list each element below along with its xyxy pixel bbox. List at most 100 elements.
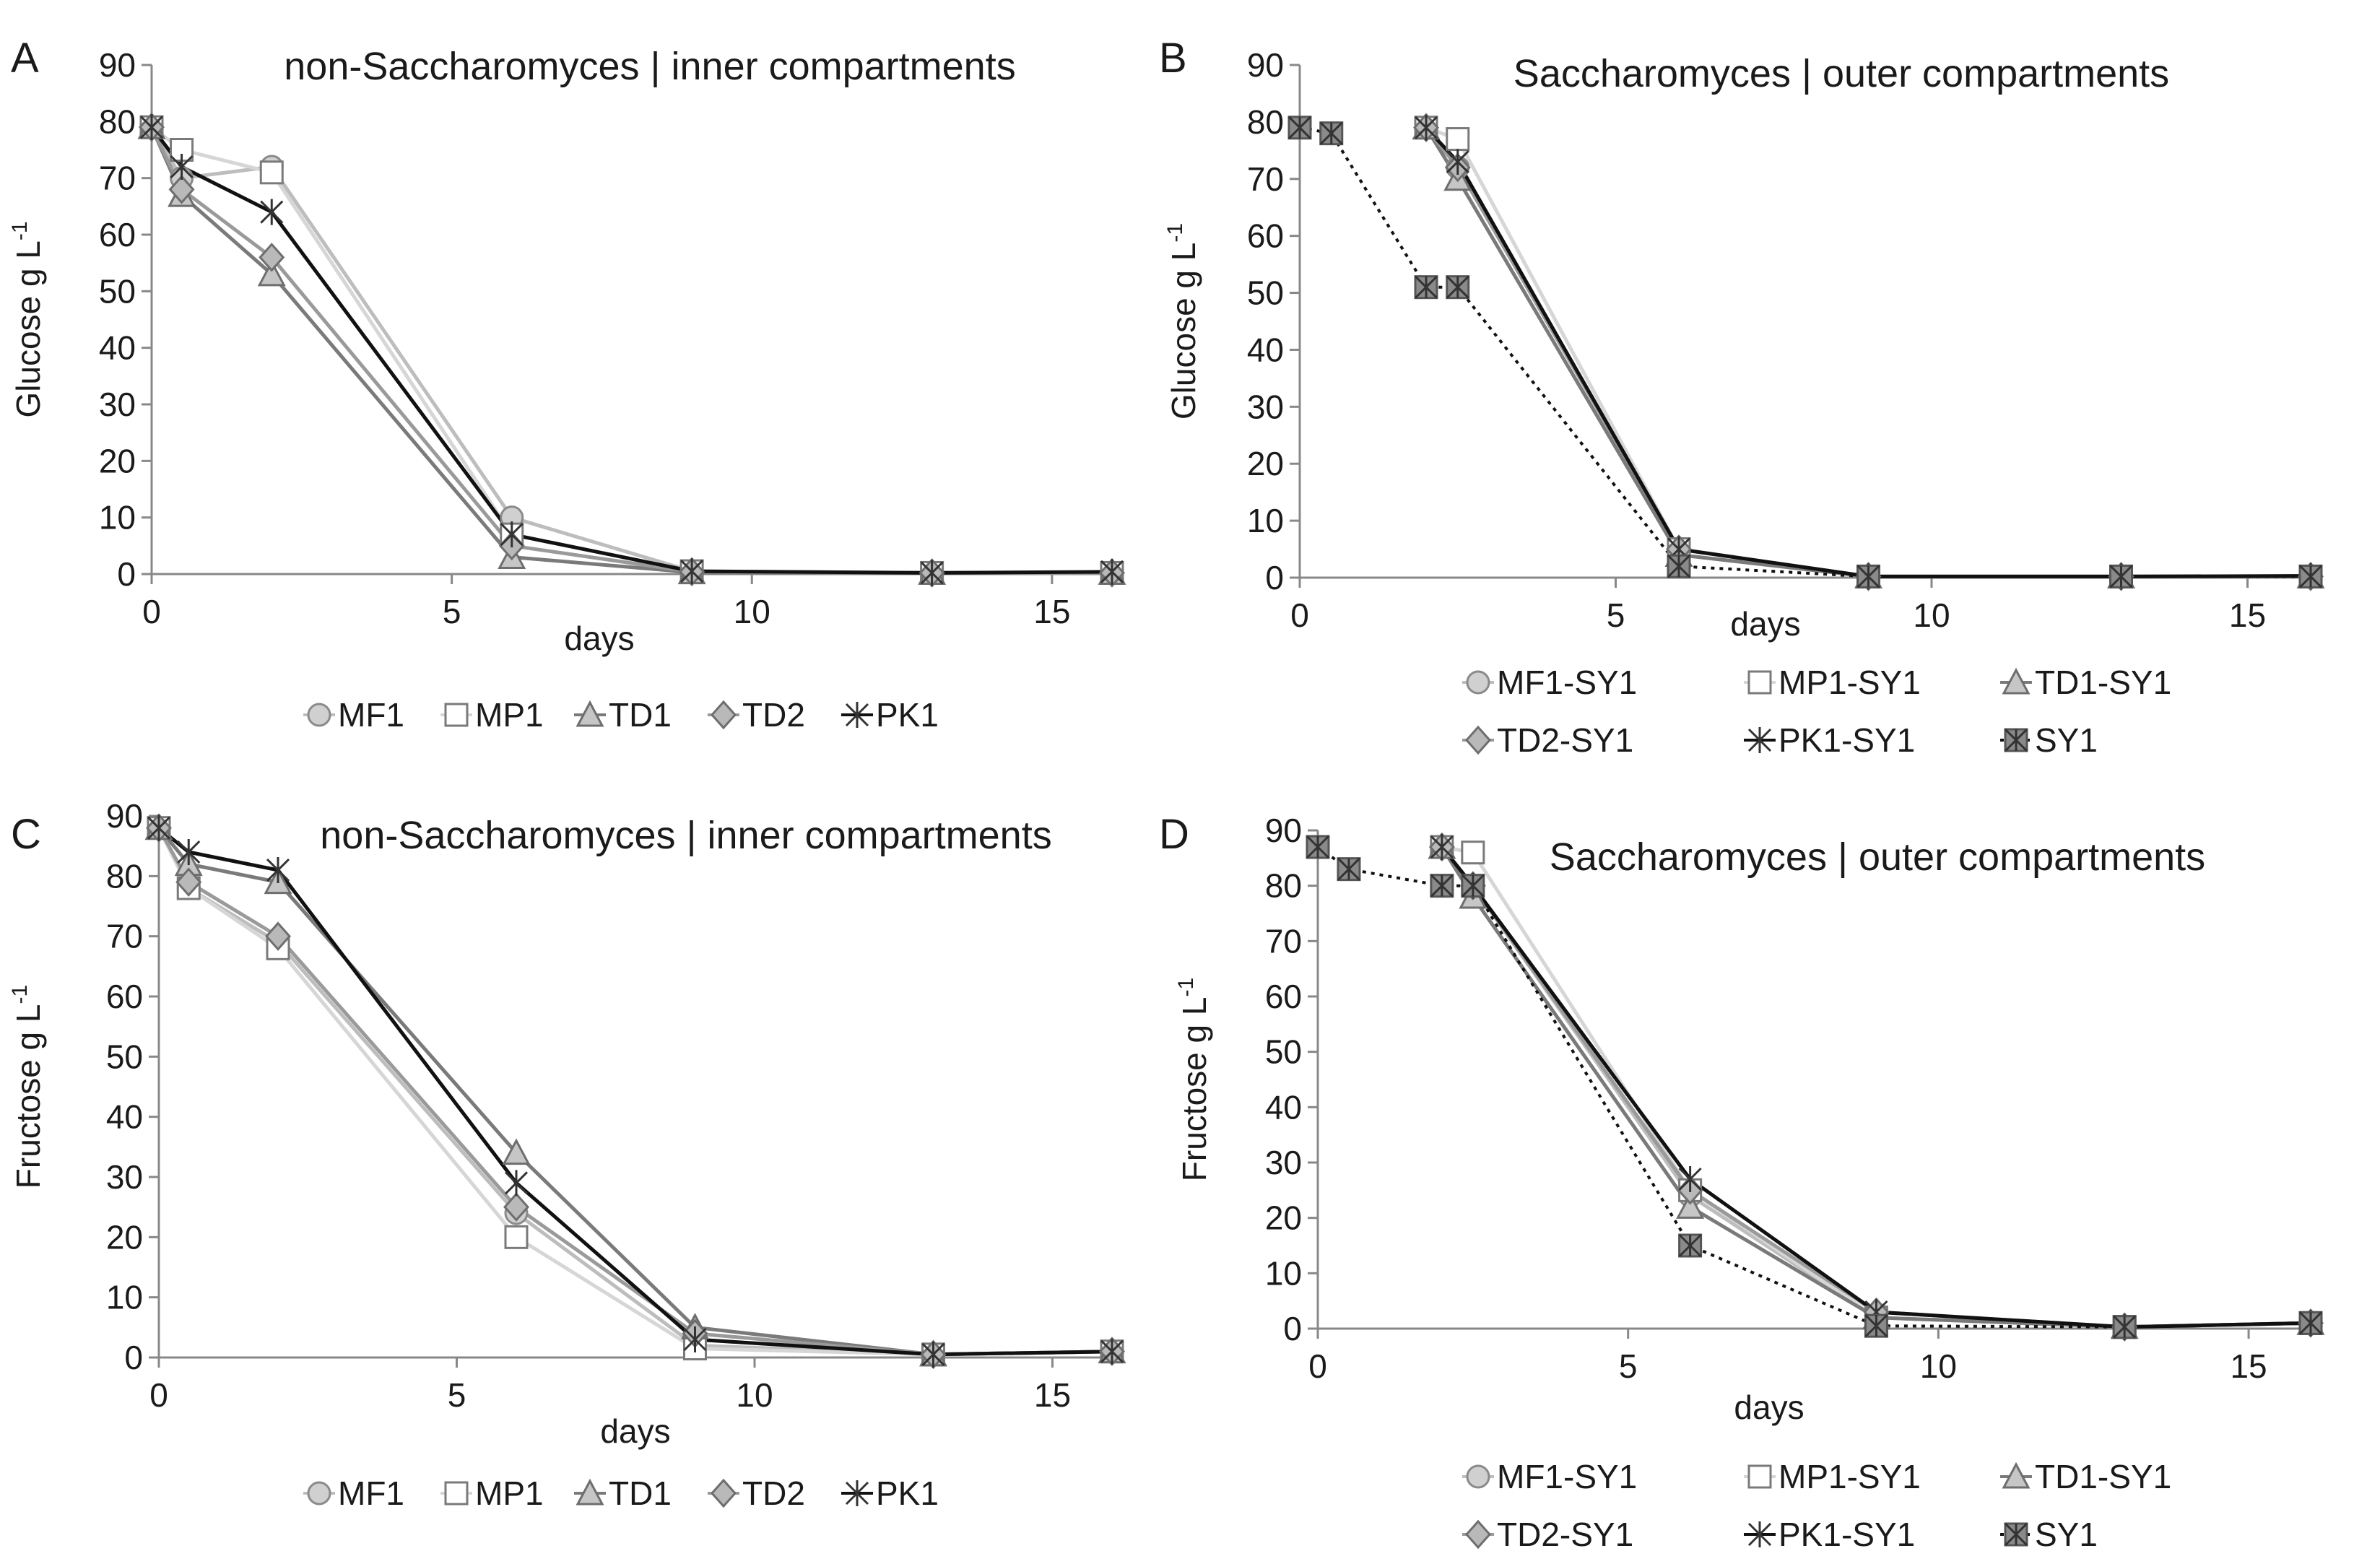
legend-label: SY1 [2035,1516,2098,1553]
y-tick-label: 20 [106,1218,143,1256]
point-TD2 [503,1192,530,1222]
x-tick-label: 15 [2230,1347,2267,1385]
x-tick-label: 15 [2229,596,2266,634]
point-SY1 [1319,121,1344,146]
legend-item-MP1-SY1: MP1-SY1 [1744,1458,1921,1495]
point-TD2 [264,921,292,951]
legend-marker-MF1 [307,703,331,727]
y-axis-label: Glucose g L-1 [8,221,47,417]
y-axis-label: Fructose g L-1 [8,985,47,1189]
legend-item-TD2-SY1: TD2-SY1 [1462,1516,1633,1553]
point-SY1 [1678,1233,1703,1258]
y-tick-label: 60 [1247,217,1284,255]
point-PK1 [500,521,524,548]
legend-marker-MP1-SY1 [1747,1464,1772,1489]
point-MP1-SY1 [1446,127,1470,152]
point-SY1 [1461,874,1485,898]
point-PK1-SY1 [1446,149,1469,175]
y-tick-label: 90 [106,797,143,835]
y-tick-label: 40 [1247,331,1284,368]
legend-marker-MF1-SY1 [1466,670,1490,695]
y-tick-label: 30 [1265,1144,1302,1181]
y-tick-label: 10 [1247,502,1284,539]
y-tick-label: 10 [106,1279,143,1316]
legend-marker-TD2-SY1 [1464,725,1492,755]
point-PK1-SY1 [1430,834,1454,860]
legend-marker-TD1-SY1 [2002,667,2031,695]
point-PK1 [260,199,284,225]
x-axis-label: days [600,1412,670,1450]
legend-item-TD1: TD1 [574,1474,672,1512]
y-tick-label: 80 [106,857,143,895]
series-line-PK1-SY1 [1440,846,2311,1329]
legend-label: PK1-SY1 [1779,1516,1915,1553]
y-tick-label: 90 [99,46,136,84]
panel-label: A [11,35,39,82]
point-MP1 [259,160,284,185]
point-SY1 [1306,835,1330,859]
series-line-MP1-SY1 [1441,845,2311,1329]
legend-marker-SY1 [2004,1522,2028,1547]
point-SY1 [1864,1313,1888,1338]
y-tick-label: 0 [117,555,136,593]
legend-label: PK1 [876,696,939,734]
y-tick-label: 20 [99,442,136,479]
legend-label: PK1-SY1 [1779,721,1915,759]
x-tick-label: 0 [1290,596,1309,634]
point-SY1 [1414,275,1438,300]
y-tick-label: 40 [106,1098,143,1136]
point-TD1-SY1 [1676,1192,1705,1219]
legend-marker-TD1 [576,700,604,727]
y-axis-label: Fructose g L-1 [1174,978,1213,1181]
panel-label: C [11,811,41,858]
y-tick-label: 30 [1247,388,1284,425]
legend-marker-PK1-SY1 [1747,1521,1772,1547]
legend-item-PK1: PK1 [841,696,939,734]
point-SY1 [1430,874,1454,898]
y-tick-label: 20 [1265,1199,1302,1237]
series-line-SY1 [1316,846,2311,1329]
x-tick-label: 5 [1619,1347,1638,1385]
legend-marker-MP1-SY1 [1747,670,1772,695]
legend-marker-PK1-SY1 [1747,727,1772,753]
legend-label: TD2-SY1 [1497,1516,1633,1553]
panel-title: non-Saccharomyces | inner compartments [284,45,1015,88]
legend-marker-PK1 [845,1480,869,1506]
legend-label: TD1-SY1 [2035,664,2171,701]
y-axis-label: Glucose g L-1 [1163,223,1202,420]
legend-label: MF1-SY1 [1497,664,1637,701]
point-PK1 [170,154,194,180]
y-tick-label: 10 [99,499,136,536]
legend: MF1 MP1 TD1 TD2 PK1 [303,1474,939,1512]
legend-label: TD1-SY1 [2035,1458,2171,1495]
y-tick-label: 10 [1265,1254,1302,1292]
x-tick-label: 10 [736,1376,773,1414]
panel-label: D [1159,811,1189,858]
legend-item-PK1-SY1: PK1-SY1 [1744,721,1915,759]
y-axis-label-sup: -1 [8,985,32,1004]
legend: MF1-SY1 MP1-SY1 TD1-SY1 TD2-SY1 PK1-SY1 SY1 [1462,664,2171,759]
y-tick-label: 30 [106,1158,143,1196]
series-line-TD2 [149,126,1112,575]
point-TD2 [259,243,285,272]
legend-item-PK1: PK1 [841,1474,939,1512]
point-PK1 [504,1170,529,1196]
point-PK1-SY1 [1678,1166,1702,1192]
point-SY1 [2298,564,2323,588]
legend-label: MF1 [338,696,404,734]
legend-item-MF1: MF1 [303,696,404,734]
legend-marker-TD1-SY1 [2002,1461,2031,1489]
point-TD1 [502,1138,531,1165]
point-TD1 [257,259,286,287]
x-tick-label: 5 [443,593,461,630]
legend-item-MP1: MP1 [440,696,544,734]
series-line-TD1 [149,126,1112,575]
legend-label: SY1 [2035,721,2098,759]
legend-item-MP1-SY1: MP1-SY1 [1744,664,1921,701]
legend-item-MF1: MF1 [303,1474,404,1512]
legend-item-MF1-SY1: MF1-SY1 [1462,1458,1637,1495]
series-line-SY1 [1299,126,2311,578]
panel-title: Saccharomyces | outer compartments [1513,52,2169,95]
